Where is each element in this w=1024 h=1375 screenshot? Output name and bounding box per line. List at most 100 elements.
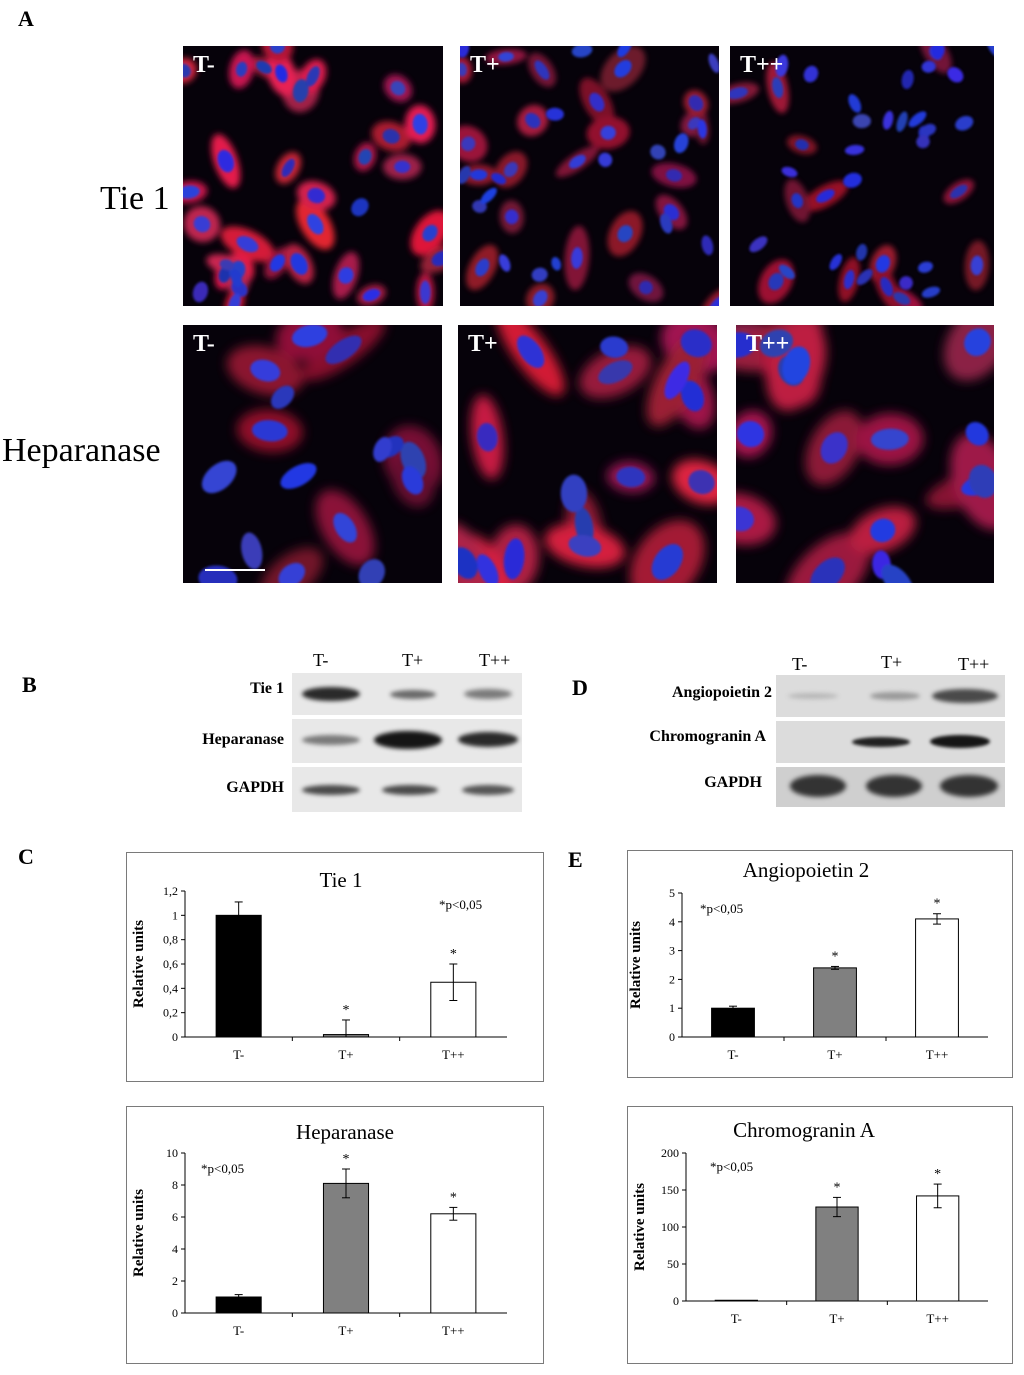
error-bar-T++: [933, 913, 941, 925]
blot-label-tie1: Tie 1: [250, 680, 284, 697]
x-tick-label: T-: [731, 1311, 742, 1326]
x-tick-label: T-: [233, 1323, 244, 1338]
blot-label-angiopoietin2: Angiopoietin 2: [671, 684, 772, 701]
y-tick-label: 5: [669, 886, 675, 900]
x-tick-label: T+: [827, 1047, 842, 1062]
y-tick-label: 150: [661, 1183, 679, 1197]
y-tick-label: 2: [669, 972, 675, 986]
bar-T+: [322, 1182, 370, 1314]
x-tick-label: T-: [727, 1047, 738, 1062]
tie1-row-label: Tie 1: [100, 180, 170, 217]
chart-heparanase: Heparanase *p<0,05 Relative units 0 2 4 6 8 10 T-…: [126, 1106, 544, 1364]
y-tick-label: 10: [166, 1146, 178, 1160]
condition-label: T+: [468, 331, 498, 357]
chart-angiopoietin2: Angiopoietin 2 *p<0,05 Relative units 0 1 2 3 4…: [627, 850, 1013, 1078]
error-bar-T+: [831, 965, 839, 970]
blot-label-gapdh: GAPDH: [226, 779, 284, 796]
error-bar-T-: [729, 1005, 737, 1011]
significance-star: *: [934, 897, 941, 912]
lane-label: T+: [881, 652, 903, 672]
x-tick-label: T+: [829, 1311, 844, 1326]
micrograph-heparanase-t-plusplus: T++: [736, 325, 994, 583]
bar-T++: [916, 1195, 960, 1302]
significance-note: *p<0,05: [710, 1159, 753, 1174]
significance-star: *: [832, 949, 839, 964]
y-axis-label: Relative units: [628, 921, 644, 1009]
panel-d-letter: D: [572, 675, 588, 700]
y-tick-label: 0: [673, 1294, 679, 1308]
y-tick-label: 6: [172, 1210, 178, 1224]
x-tick-label: T++: [442, 1047, 465, 1062]
y-tick-label: 0: [172, 1306, 178, 1320]
bar-T-: [711, 1007, 755, 1038]
y-tick-label: 0,2: [163, 1006, 178, 1020]
significance-note: *p<0,05: [201, 1161, 244, 1176]
significance-star: *: [450, 1190, 457, 1205]
significance-star: *: [343, 1003, 350, 1018]
micrograph-heparanase-t-plus: T+: [458, 325, 717, 583]
chart-title: Angiopoietin 2: [743, 858, 870, 882]
significance-star: *: [934, 1167, 941, 1182]
condition-label: T-: [193, 331, 215, 357]
y-tick-label: 0,6: [163, 957, 178, 971]
micrograph-heparanase-t-minus: T-: [183, 325, 442, 583]
y-tick-label: 1: [669, 1001, 675, 1015]
lane-label: T-: [792, 654, 808, 674]
y-tick-label: 0,8: [163, 933, 178, 947]
y-tick-label: 1,2: [163, 884, 178, 898]
lane-label: T-: [313, 650, 329, 670]
y-tick-label: 2: [172, 1274, 178, 1288]
blot-label-chromogranin-a: Chromogranin A: [649, 728, 766, 745]
y-tick-label: 0: [172, 1030, 178, 1044]
western-blot-gapdh-b: [292, 767, 522, 812]
bar-T++: [430, 1213, 477, 1314]
bar-T++: [915, 918, 959, 1038]
error-bar-T++: [933, 1183, 942, 1209]
lane-label: T++: [958, 654, 990, 674]
significance-note: *p<0,05: [700, 901, 743, 916]
significance-star: *: [343, 1152, 350, 1167]
significance-star: *: [450, 947, 457, 962]
y-tick-label: 50: [667, 1257, 679, 1271]
panel-e-letter: E: [568, 847, 583, 872]
lane-label: T++: [479, 650, 511, 670]
significance-star: *: [834, 1180, 841, 1195]
x-tick-label: T+: [338, 1323, 353, 1338]
chart-title: Chromogranin A: [733, 1118, 876, 1142]
x-tick-label: T++: [926, 1047, 949, 1062]
y-tick-label: 1: [172, 908, 178, 922]
western-blot-chromogranin-a: [776, 721, 1005, 763]
error-bar-T+: [342, 1168, 350, 1199]
bar-T-: [215, 914, 262, 1038]
scale-bar: [205, 569, 265, 571]
y-axis-label: Relative units: [131, 920, 147, 1008]
x-tick-label: T+: [338, 1047, 353, 1062]
bar-T+: [813, 967, 857, 1038]
western-blot-angiopoietin2: [776, 675, 1005, 717]
condition-label: T++: [740, 52, 784, 78]
y-tick-label: 3: [669, 944, 675, 958]
chart-title: Tie 1: [320, 868, 363, 892]
y-axis-label: Relative units: [632, 1183, 648, 1271]
micrograph-tie1-t-minus: T-: [183, 46, 443, 306]
chart-svg: Heparanase *p<0,05 Relative units 0 2 4 6 8 10 T-…: [131, 1120, 507, 1338]
chart-svg: Chromogranin A *p<0,05 Relative units 0 50 10…: [632, 1118, 988, 1326]
y-tick-label: 0,4: [163, 981, 178, 995]
error-bar-T++: [449, 1206, 458, 1221]
chart-svg: Angiopoietin 2 *p<0,05 Relative units 0 1 2 3 4…: [628, 858, 988, 1062]
panel-b-letter: B: [22, 672, 37, 697]
western-blot-gapdh-d: [776, 767, 1005, 807]
y-tick-label: 100: [661, 1220, 679, 1234]
bar-T+: [815, 1206, 859, 1302]
bar-T-: [714, 1299, 758, 1302]
error-bar-T++: [449, 963, 458, 1001]
y-tick-label: 4: [172, 1242, 178, 1256]
x-tick-label: T-: [233, 1047, 244, 1062]
western-blot-heparanase: [292, 719, 522, 763]
error-bar-T+: [342, 1019, 350, 1038]
y-tick-label: 4: [669, 915, 675, 929]
y-tick-label: 0: [669, 1030, 675, 1044]
y-axis-label: Relative units: [131, 1189, 147, 1277]
chart-svg: Tie 1 *p<0,05 Relative units 0 0,2 0,4 0,6 0,8 1…: [131, 868, 507, 1062]
chart-title: Heparanase: [296, 1120, 394, 1144]
